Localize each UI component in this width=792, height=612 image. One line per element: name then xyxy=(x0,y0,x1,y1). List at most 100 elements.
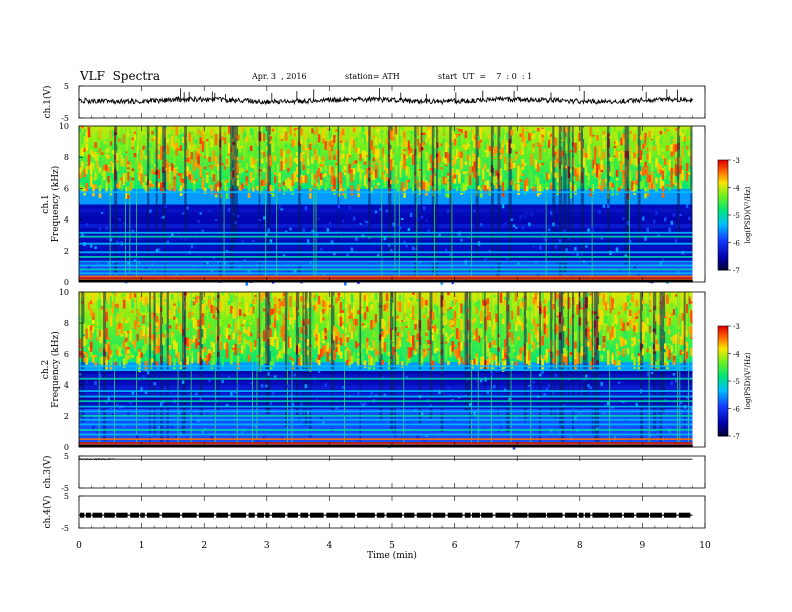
ch2-spectrogram-speckle-212-6 xyxy=(543,306,547,319)
ch1-spectrogram-speckle-256-4 xyxy=(639,150,643,160)
ch1-spectrogram-speckle-114-4 xyxy=(328,165,332,175)
ch1-spectrogram-speckle-259-6 xyxy=(646,186,650,194)
ch1-spectrogram-speckle-105-6 xyxy=(309,143,312,150)
ch1-spectrogram-speckle-240-1 xyxy=(604,128,608,134)
ch1-spectrogram-colorbar-step-32 xyxy=(718,218,728,221)
ch1-spectrogram-ytick-label-0: 10 xyxy=(59,122,69,131)
ch1-spectrogram-speckle-65-5 xyxy=(221,126,225,137)
ch1-spectrogram-speckle-83-1 xyxy=(260,185,264,193)
ch2-spectrogram-low-89 xyxy=(273,375,277,378)
ch1-spectrogram-speckle-203-0 xyxy=(523,163,527,166)
ch2-spectrogram-low-13 xyxy=(107,397,110,402)
ch2-spectrogram-speckle-22-1 xyxy=(127,340,130,347)
ch2-spectrogram-speckle-16-6 xyxy=(114,357,117,362)
ch1-spectrogram-low-56 xyxy=(201,229,205,232)
ch2-spectrogram-speckle-260-0 xyxy=(648,309,652,313)
ch2-spectrogram-speckle-8-6 xyxy=(96,328,100,337)
ch2-spectrogram-speckle-98-6 xyxy=(293,341,297,345)
ch1-spectrogram-gap-229 xyxy=(580,126,585,264)
ch2-spectrogram-speckle-207-2 xyxy=(532,310,536,317)
ch1-spectrogram-gap-223 xyxy=(567,126,571,249)
ch1-spectrogram-speckle-177-4 xyxy=(466,142,470,147)
ch1-spectrogram-speckle-129-4 xyxy=(361,126,365,132)
ch1-spectrogram-speckle-190-3 xyxy=(495,177,498,183)
ch2-spectrogram-row-23 xyxy=(79,354,693,359)
ch1-spectrogram-low-148 xyxy=(403,240,406,244)
ch1-spectrogram-speckle-9-6 xyxy=(98,158,102,167)
ch2-spectrogram-speckle-108-5 xyxy=(315,301,319,313)
ch1-spectrogram-sferic-179 xyxy=(471,126,473,282)
ch2-spectrogram-speckle-81-4 xyxy=(256,330,260,339)
ch2-spectrogram-low-20 xyxy=(122,424,126,428)
ch1-spectrogram-speckle-226-4 xyxy=(574,168,577,177)
ch1-spectrogram-speckle-53-6 xyxy=(195,151,198,160)
ch1-spectrogram-speckle-269-6 xyxy=(668,147,671,151)
ch1-spectrogram-speckle-143-5 xyxy=(392,150,395,153)
ch2-spectrogram-band-12 xyxy=(79,377,693,380)
ch2-spectrogram-speckle-131-2 xyxy=(366,304,369,312)
ch1-spectrogram-speckle-175-2 xyxy=(462,143,466,148)
ch2-spectrogram-speckle-156-6 xyxy=(420,355,424,363)
ch2-spectrogram-speckle-84-5 xyxy=(263,298,266,306)
ch1-spectrogram-speckle-94-2 xyxy=(284,179,288,191)
ch1-spectrogram-speckle-243-1 xyxy=(611,146,615,154)
ch2-spectrogram-speckle-252-2 xyxy=(631,318,634,329)
ch1-spectrogram-speckle-232-0 xyxy=(587,179,590,187)
ch1-spectrogram-speckle-179-3 xyxy=(471,146,474,157)
ch2-spectrogram-speckle-183-1 xyxy=(479,310,483,323)
ch2-spectrogram-speckle-96-6 xyxy=(289,296,292,308)
ch2-spectrogram-speckle-222-3 xyxy=(565,352,568,357)
ch2-spectrogram-speckle-192-2 xyxy=(499,325,503,335)
ch1-spectrogram-speckle-140-2 xyxy=(385,129,389,137)
ch1-spectrogram-speckle-37-1 xyxy=(160,127,163,135)
ch2-spectrogram-speckle-130-4 xyxy=(363,337,367,350)
ch1-spectrogram-speckle-24-5 xyxy=(131,171,135,178)
ch2-spectrogram-speckle-9-4 xyxy=(98,299,102,311)
ch1-spectrogram-speckle-277-4 xyxy=(685,172,689,182)
ch1-spectrogram-low-229 xyxy=(580,251,584,256)
ch2-spectrogram-speckle-279-6 xyxy=(690,325,693,338)
ch2-spectrogram-speckle-72-3 xyxy=(236,347,240,350)
ch1-spectrogram-speckle-272-2 xyxy=(674,182,678,186)
ch1-spectrogram-speckle-240-4 xyxy=(604,173,608,184)
ch2-spectrogram-speckle-192-0 xyxy=(499,292,503,304)
ch1-spectrogram-speckle-29-6 xyxy=(142,150,146,158)
ch2-spectrogram-speckle-245-3 xyxy=(615,347,619,356)
ch1-spectrogram-sferic-14 xyxy=(109,126,111,282)
ch2-spectrogram-speckle-143-1 xyxy=(392,302,395,315)
ch2-spectrogram-speckle-42-2 xyxy=(171,293,174,300)
ch1-spectrogram-speckle-275-6 xyxy=(681,170,685,181)
ch1-spectrogram-speckle-106-3 xyxy=(311,173,314,186)
ch1-spectrogram-speckle-220-1 xyxy=(561,142,564,147)
ch1-spectrogram-speckle-99-1 xyxy=(295,157,299,165)
ch1-spectrogram-speckle-208-6 xyxy=(534,142,538,147)
ch1-spectrogram-speckle-61-5 xyxy=(212,150,216,162)
ch2-spectrogram-speckle-186-4 xyxy=(486,314,490,321)
ch1-spectrogram-speckle-36-0 xyxy=(157,182,161,188)
ch2-spectrogram-speckle-132-2 xyxy=(368,302,371,308)
ch1-spectrogram-row-34 xyxy=(79,145,693,150)
ch2-spectrogram-low-206 xyxy=(530,386,533,389)
ch2-spectrogram-speckle-196-3 xyxy=(508,322,512,334)
ch1-spectrogram-speckle-171-2 xyxy=(453,164,457,173)
ch2-spectrogram-speckle-200-5 xyxy=(517,315,520,325)
ch2-spectrogram-speckle-134-5 xyxy=(372,329,376,338)
ch1-spectrogram-speckle-94-5 xyxy=(284,131,288,141)
ch1-spectrogram-speckle-218-2 xyxy=(556,185,560,195)
ch1-spectrogram-low-120 xyxy=(341,219,345,223)
ch2-spectrogram-low-127 xyxy=(357,391,360,396)
ch2-spectrogram-speckle-3-5 xyxy=(85,328,89,339)
ch2-spectrogram-speckle-241-5 xyxy=(607,296,610,304)
ch2-spectrogram-low-121 xyxy=(344,413,347,416)
ch2-spectrogram-speckle-193-5 xyxy=(501,347,505,351)
ch1-spectrogram-speckle-135-6 xyxy=(374,185,378,189)
ch2-spectrogram-speckle-7-5 xyxy=(94,357,97,363)
ch2-spectrogram-speckle-29-6 xyxy=(142,346,146,354)
ch2-spectrogram-speckle-29-2 xyxy=(142,305,146,312)
ch2-spectrogram-speckle-162-4 xyxy=(433,304,437,309)
ch2-spectrogram-speckle-157-4 xyxy=(422,314,426,319)
ch1-spectrogram-speckle-180-3 xyxy=(473,135,476,140)
ch2-spectrogram-speckle-52-6 xyxy=(192,310,196,314)
ch1-spectrogram-sferic-23 xyxy=(129,126,131,282)
ch1-spectrogram-low-103 xyxy=(304,206,308,211)
